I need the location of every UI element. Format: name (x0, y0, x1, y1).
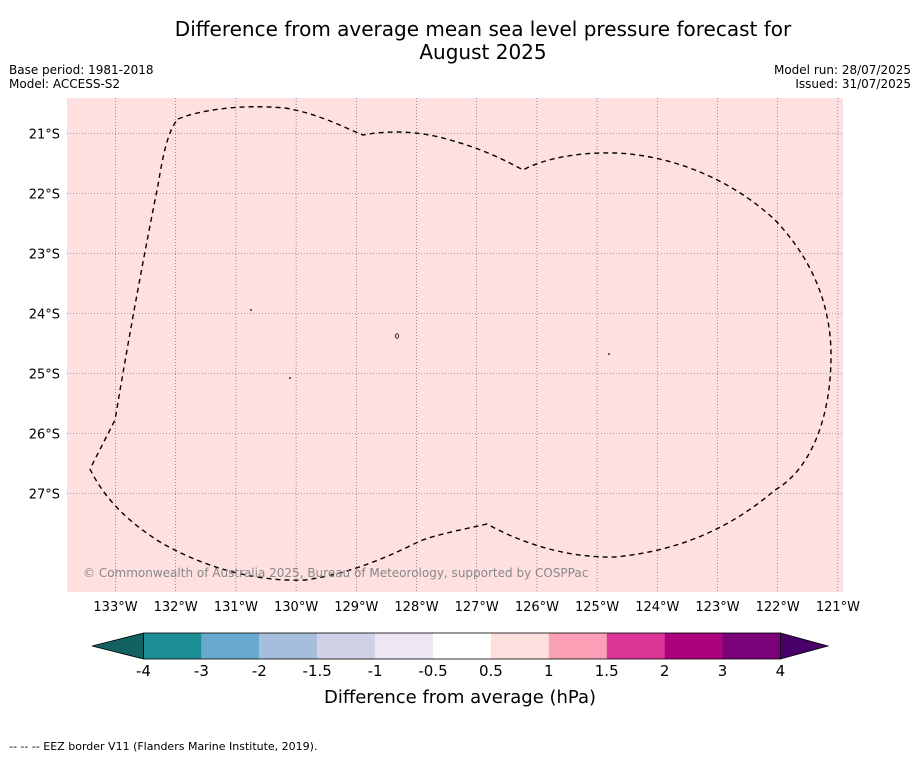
colorbar-outline (143, 632, 781, 660)
latitude-label: 22°S (29, 188, 60, 203)
colorbar-tick-label: 1 (544, 662, 554, 680)
colorbar-tick-label: -2 (252, 662, 267, 680)
colorbar-tick-label: -1.5 (303, 662, 332, 680)
colorbar-swatch (490, 633, 549, 659)
longitude-label: 132°W (154, 600, 198, 615)
longitude-label: 123°W (695, 600, 739, 615)
colorbar-tick-label: -3 (194, 662, 209, 680)
latitude-label: 23°S (29, 248, 60, 263)
latitude-label: 26°S (29, 428, 60, 443)
colorbar-label: Difference from average (hPa) (324, 687, 596, 708)
longitude-label: 130°W (274, 600, 318, 615)
meta-left-block: Base period: 1981-2018 Model: ACCESS-S2 (9, 63, 154, 91)
colorbar-swatch (317, 633, 376, 659)
latitude-label: 27°S (29, 488, 60, 503)
colorbar-tick-labels: -4 -3 -2 -1.5 -1 -0.5 0.5 1 1.5 2 3 4 (136, 662, 785, 680)
footnote-text: -- -- -- EEZ border V11 (Flanders Marine… (9, 740, 318, 753)
issued-text: Issued: 31/07/2025 (795, 77, 911, 91)
map-panel (67, 98, 843, 592)
island-mark-2 (394, 333, 399, 339)
longitude-label: 129°W (334, 600, 378, 615)
map-title-line1: Difference from average mean sea level p… (174, 17, 792, 41)
model-text: Model: ACCESS-S2 (9, 77, 121, 91)
longitude-label: 122°W (756, 600, 800, 615)
latitude-label: 21°S (29, 128, 60, 143)
latitude-label: 24°S (29, 308, 60, 323)
colorbar-extend-high (780, 632, 830, 660)
colorbar-tick-label: 2 (660, 662, 670, 680)
colorbar-tick-label: 4 (776, 662, 786, 680)
copyright-text: © Commonwealth of Australia 2025, Bureau… (83, 566, 588, 580)
colorbar-swatch (201, 633, 260, 659)
map-title: Difference from average mean sea level p… (0, 18, 919, 64)
longitude-label: 128°W (394, 600, 438, 615)
latitude-label: 25°S (29, 368, 60, 383)
colorbar-swatch (375, 633, 433, 659)
colorbar-tick-label: -0.5 (418, 662, 447, 680)
eez-border (89, 106, 832, 581)
longitude-label: 133°W (93, 600, 137, 615)
longitude-labels: 133°W 132°W 131°W 130°W 129°W 128°W 127°W 126°W… (93, 600, 860, 615)
longitude-gridlines (115, 98, 839, 592)
longitude-label: 126°W (515, 600, 559, 615)
colorbar-tick-label: -1 (368, 662, 383, 680)
colorbar-tick-label: 3 (718, 662, 728, 680)
colorbar-swatch (259, 633, 318, 659)
colorbar-swatch (548, 633, 607, 659)
longitude-label: 124°W (635, 600, 679, 615)
colorbar-swatch (722, 633, 781, 659)
longitude-label: 121°W (816, 600, 860, 615)
model-run-text: Model run: 28/07/2025 (773, 63, 911, 77)
island-mark-4 (608, 353, 610, 355)
latitude-gridlines (67, 133, 843, 494)
colorbar-tick-label: 0.5 (479, 662, 503, 680)
colorbar (91, 632, 830, 660)
longitude-label: 125°W (575, 600, 619, 615)
colorbar-swatch (143, 633, 202, 659)
colorbar-tick-label: -4 (136, 662, 151, 680)
colorbar-swatch (606, 633, 665, 659)
colorbar-swatch (664, 633, 723, 659)
colorbar-swatch (433, 633, 491, 659)
colorbar-extend-low (91, 632, 144, 660)
longitude-label: 127°W (455, 600, 499, 615)
longitude-label: 131°W (214, 600, 258, 615)
latitude-labels: 21°S 22°S 23°S 24°S 25°S 26°S 27°S (29, 128, 60, 503)
colorbar-tick-label: 1.5 (595, 662, 619, 680)
map-title-line2: August 2025 (419, 40, 547, 64)
island-mark-3 (289, 377, 291, 379)
base-period-text: Base period: 1981-2018 (9, 63, 154, 77)
island-mark-1 (250, 309, 252, 311)
meta-right-block: Model run: 28/07/2025 Issued: 31/07/2025 (774, 63, 911, 91)
